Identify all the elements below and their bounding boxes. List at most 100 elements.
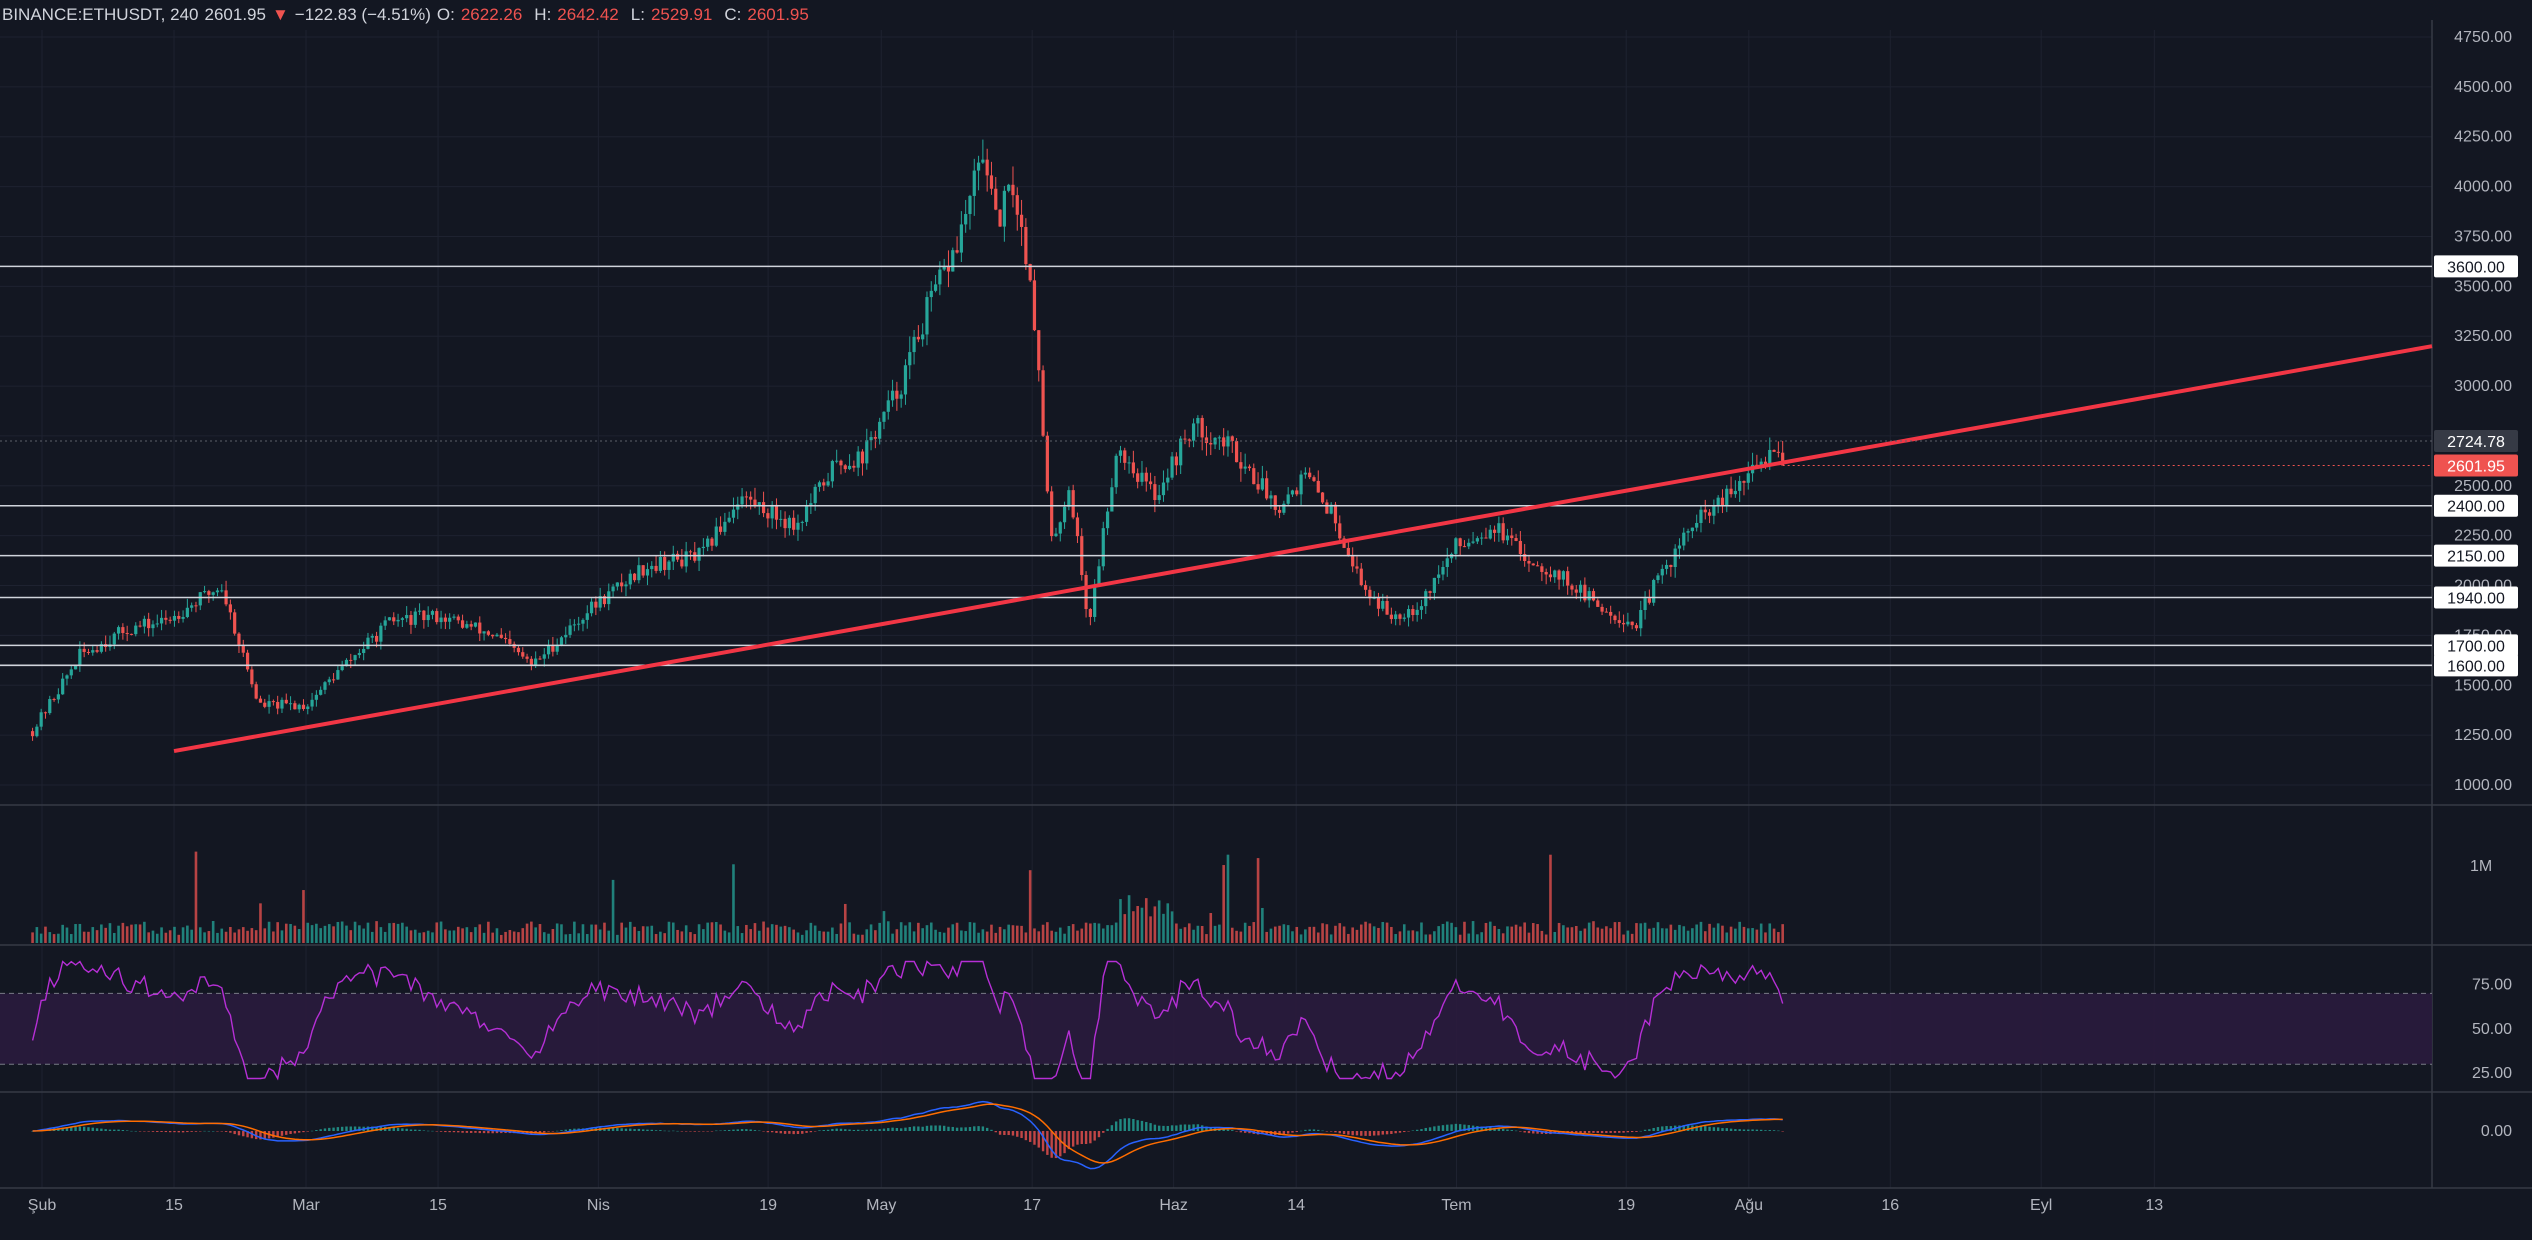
candle bbox=[1707, 509, 1712, 524]
volume-bar bbox=[465, 927, 469, 943]
volume-bar bbox=[577, 933, 580, 943]
volume-bar bbox=[1523, 922, 1526, 943]
volume-histogram[interactable] bbox=[31, 851, 1784, 943]
volume-bar bbox=[1622, 934, 1625, 943]
candle bbox=[177, 611, 181, 624]
macd-histogram-bar bbox=[190, 1131, 193, 1132]
candle bbox=[706, 535, 710, 552]
volume-bar bbox=[1011, 925, 1015, 943]
candle bbox=[994, 176, 998, 211]
macd-histogram-bar bbox=[611, 1127, 615, 1131]
volume-bar bbox=[598, 929, 602, 943]
rsi-indicator[interactable] bbox=[0, 960, 2432, 1081]
macd-histogram-bar bbox=[452, 1131, 456, 1133]
candle bbox=[134, 622, 138, 637]
macd-histogram-bar bbox=[285, 1131, 288, 1135]
volume-bar bbox=[706, 922, 709, 943]
macd-histogram-bar bbox=[91, 1127, 94, 1131]
macd-histogram-bar bbox=[1669, 1126, 1673, 1131]
volume-bar bbox=[401, 922, 404, 943]
macd-histogram-bar bbox=[942, 1125, 946, 1131]
price-axis[interactable]: 4750.00 4500.00 4250.00 4000.00 3750.00 3500.… bbox=[2454, 29, 2512, 794]
time-axis[interactable]: Şub 15 Mar 15 Nis 19 May 17 Haz 14 Tem 19 Ağu 16 Eyl 13 bbox=[28, 1197, 2164, 1214]
candle bbox=[1359, 562, 1363, 587]
macd-histogram-bar bbox=[904, 1127, 907, 1131]
candle bbox=[1471, 531, 1475, 545]
candle bbox=[508, 630, 512, 647]
macd-histogram-bar bbox=[332, 1127, 335, 1131]
macd-histogram-bar bbox=[250, 1131, 254, 1139]
candle bbox=[336, 666, 340, 680]
svg-text:1600.00: 1600.00 bbox=[2447, 658, 2505, 675]
symbol-label[interactable]: BINANCE:ETHUSDT, 240 bbox=[2, 5, 199, 24]
volume-bar bbox=[1235, 930, 1238, 943]
candle bbox=[1548, 566, 1553, 582]
candle bbox=[1346, 540, 1350, 557]
candle bbox=[78, 641, 82, 672]
candle bbox=[1054, 527, 1058, 538]
candle bbox=[1071, 484, 1075, 520]
volume-bar bbox=[104, 927, 107, 943]
trendline[interactable] bbox=[173, 344, 2433, 754]
volume-bar bbox=[1605, 926, 1608, 943]
candle bbox=[383, 616, 387, 631]
candle bbox=[422, 610, 426, 629]
candlestick-series[interactable] bbox=[30, 139, 1785, 741]
volume-bar bbox=[1643, 922, 1647, 943]
volume-bar bbox=[241, 927, 245, 943]
macd-histogram-bar bbox=[908, 1127, 911, 1131]
horizontal-levels[interactable] bbox=[0, 265, 2432, 667]
volume-bar bbox=[1033, 928, 1036, 943]
macd-histogram-bar bbox=[297, 1131, 301, 1133]
volume-bar bbox=[564, 934, 568, 943]
candle bbox=[1415, 602, 1419, 622]
macd-histogram-bar bbox=[1192, 1124, 1195, 1131]
candle bbox=[194, 601, 198, 613]
macd-histogram-bar bbox=[1506, 1129, 1509, 1131]
candle bbox=[297, 703, 301, 713]
volume-bar bbox=[1351, 927, 1354, 943]
candle bbox=[516, 646, 521, 656]
candle bbox=[1505, 528, 1510, 545]
macd-histogram-bar bbox=[912, 1126, 916, 1131]
candle bbox=[1050, 486, 1054, 542]
volume-bar bbox=[1041, 924, 1045, 943]
volume-bar bbox=[972, 922, 976, 943]
volume-bar bbox=[852, 933, 856, 943]
macd-histogram-bar bbox=[1063, 1131, 1066, 1154]
candle bbox=[1467, 538, 1471, 550]
macd-histogram-bar bbox=[1149, 1123, 1152, 1131]
volume-bar bbox=[607, 930, 611, 943]
macd-histogram-bar bbox=[1385, 1131, 1389, 1135]
volume-bar bbox=[990, 924, 993, 943]
volume-bar bbox=[637, 931, 641, 943]
volume-bar bbox=[1579, 930, 1582, 943]
macd-histogram-bar bbox=[289, 1131, 292, 1134]
candle bbox=[817, 480, 822, 492]
macd-histogram-bar bbox=[396, 1127, 400, 1131]
macd-histogram-bar bbox=[1308, 1129, 1311, 1131]
volume-bar bbox=[1140, 907, 1144, 943]
volume-bar bbox=[1187, 923, 1191, 943]
macd-histogram-bar bbox=[629, 1128, 632, 1131]
candle bbox=[654, 555, 658, 574]
macd-indicator[interactable] bbox=[31, 1100, 1784, 1170]
candle bbox=[387, 617, 392, 621]
volume-bar bbox=[168, 930, 172, 943]
candle bbox=[1101, 521, 1105, 571]
macd-histogram-bar bbox=[848, 1129, 851, 1131]
volume-bar bbox=[560, 924, 563, 943]
candle bbox=[813, 484, 817, 511]
volume-bar bbox=[1433, 931, 1436, 943]
macd-histogram-bar bbox=[1119, 1119, 1122, 1131]
volume-bar bbox=[882, 911, 886, 943]
candle bbox=[288, 696, 293, 711]
candle bbox=[856, 446, 860, 477]
candle bbox=[1191, 418, 1196, 448]
volume-bar bbox=[628, 921, 632, 943]
volume-bar bbox=[1261, 907, 1264, 943]
volume-bar bbox=[1613, 922, 1617, 943]
macd-histogram-bar bbox=[792, 1131, 795, 1135]
